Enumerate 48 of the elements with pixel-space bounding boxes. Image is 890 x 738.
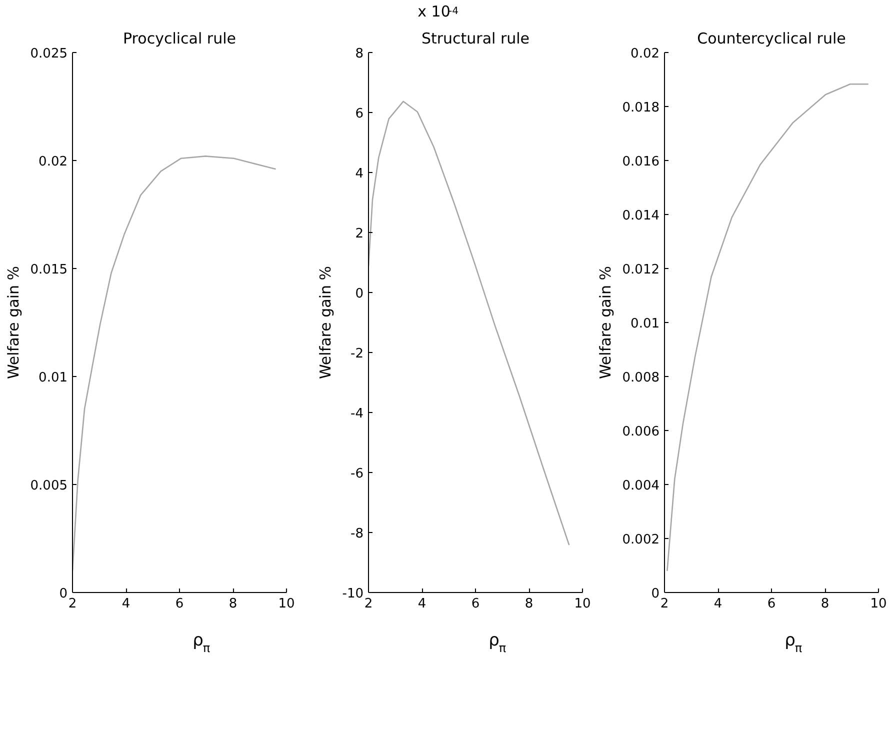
y-axis-title: Welfare gain % <box>596 266 614 380</box>
y-tick-label: 6 <box>355 106 364 122</box>
x-tick-label: 4 <box>714 596 722 612</box>
y-tick-label: 0.005 <box>30 478 68 494</box>
x-tick-label: 8 <box>228 596 238 612</box>
y-tick-label: 0.02 <box>38 154 68 170</box>
x-tick-label: 6 <box>175 596 184 612</box>
x-tick-label: 8 <box>524 596 534 612</box>
y-tick-label: 4 <box>355 166 364 182</box>
y-tick-label: 0.025 <box>30 46 68 62</box>
x-tick-label: 10 <box>870 596 887 612</box>
x-tick-label: 4 <box>122 596 130 612</box>
y-tick-label: 0.014 <box>622 208 660 224</box>
y-tick-label: 0.012 <box>622 262 660 278</box>
chart-title: Procyclical rule <box>123 30 236 48</box>
line-series <box>72 156 276 572</box>
line-series <box>666 83 869 572</box>
y-tick-label: 0.016 <box>622 154 660 170</box>
y-tick-label: 0.008 <box>622 370 660 386</box>
y-tick-label: -4 <box>350 406 364 422</box>
x-tick-label: 6 <box>471 596 480 612</box>
y-tick-label: 0.02 <box>630 46 660 62</box>
y-axis-title: Welfare gain % <box>4 266 22 380</box>
x-tick-label: 8 <box>820 596 830 612</box>
y-tick-label: 2 <box>355 226 364 242</box>
chart-title: Countercyclical rule <box>697 30 846 48</box>
y-tick-label: -8 <box>350 526 364 542</box>
y-tick-label: 0 <box>355 286 364 302</box>
y-tick-label: 8 <box>355 46 364 62</box>
y-tick-label: 0.002 <box>622 532 660 548</box>
y-tick-label: 0 <box>59 586 68 602</box>
x-tick-label: 10 <box>278 596 295 612</box>
y-tick-label: 0.01 <box>630 316 660 332</box>
y-tick-label: -10 <box>342 586 364 602</box>
y-tick-label: 0.004 <box>622 478 660 494</box>
y-tick-label: -6 <box>350 466 364 482</box>
y-tick-label: 0.015 <box>30 262 68 278</box>
y-tick-label: -2 <box>350 346 364 362</box>
line-series <box>368 100 570 546</box>
y-tick-label: 0.018 <box>622 100 660 116</box>
x-tick-label: 4 <box>418 596 426 612</box>
chart-title: Structural rule <box>421 30 530 48</box>
x-tick-label: 10 <box>574 596 591 612</box>
y-axis-title: Welfare gain % <box>316 266 334 380</box>
y-tick-label: 0 <box>651 586 660 602</box>
y-tick-label: 0.01 <box>38 370 68 386</box>
x-tick-label: 6 <box>767 596 776 612</box>
y-tick-label: 0.006 <box>622 424 660 440</box>
